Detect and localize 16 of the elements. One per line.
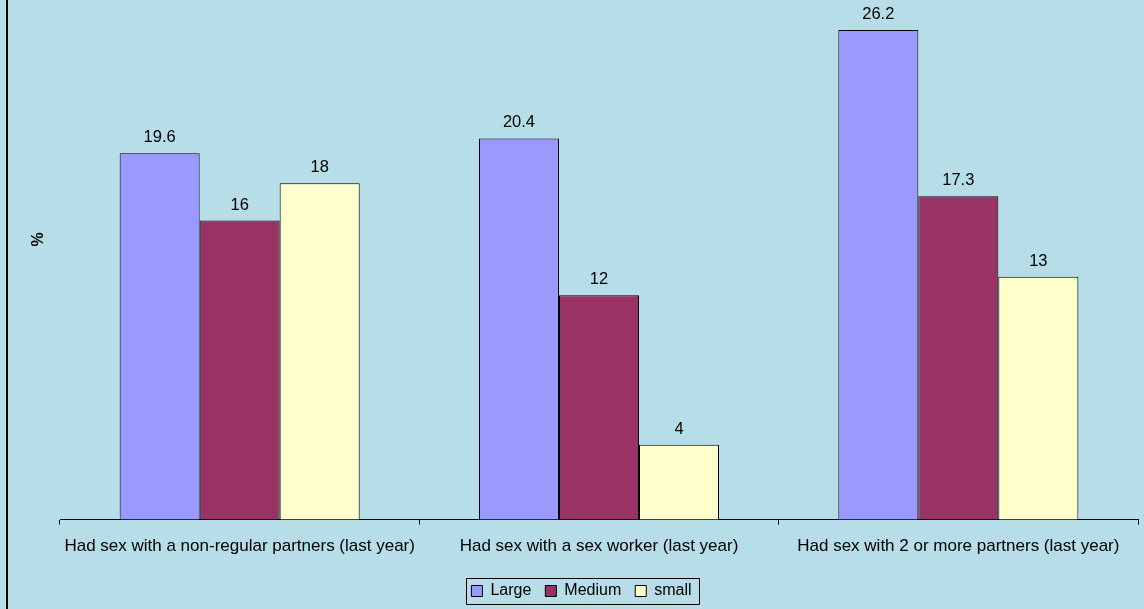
legend-label: Medium: [564, 581, 622, 599]
data-label: 19.6: [143, 127, 176, 146]
y-axis-title: %: [29, 232, 47, 247]
data-label: 20.4: [502, 112, 536, 131]
data-label: 16: [230, 194, 249, 213]
data-label: 12: [589, 269, 609, 288]
data-label: 18: [310, 157, 329, 176]
x-tick-label: Had sex with a non-regular partners (last year): [64, 536, 415, 556]
data-label: 13: [1029, 250, 1048, 269]
data-label: 17.3: [942, 170, 975, 189]
data-label: 4: [674, 418, 684, 437]
legend-label: Large: [490, 581, 532, 599]
x-tick-label: Had sex with a sex worker (last year): [459, 536, 739, 556]
data-label: 26.2: [862, 4, 895, 23]
x-tick-label: Had sex with 2 or more partners (last year): [797, 536, 1120, 556]
legend-label: small: [654, 581, 692, 599]
